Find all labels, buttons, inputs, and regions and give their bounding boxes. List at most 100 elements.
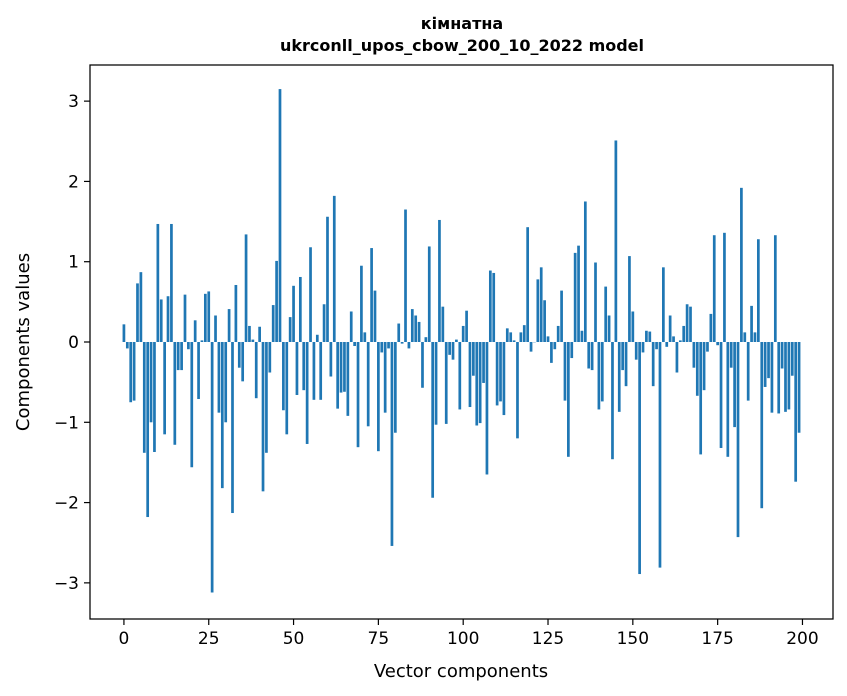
bar-component-158 <box>658 342 662 568</box>
x-tick-label: 25 <box>198 629 220 649</box>
y-axis-label: Components values <box>13 253 34 431</box>
bar-component-152 <box>638 342 641 575</box>
bar-component-114 <box>509 332 513 342</box>
bar-component-2 <box>129 342 133 403</box>
bar-component-15 <box>173 342 177 445</box>
bar-component-8 <box>149 342 153 423</box>
bar-component-60 <box>326 216 329 342</box>
bar-component-78 <box>387 342 390 349</box>
bar-component-195 <box>784 342 787 412</box>
bar-component-159 <box>662 267 665 342</box>
bar-component-185 <box>750 305 753 342</box>
bar-component-162 <box>672 336 675 342</box>
bar-component-25 <box>207 291 211 342</box>
bar-component-111 <box>499 342 502 402</box>
bar-component-7 <box>146 342 150 518</box>
y-tick-label: −2 <box>54 494 79 514</box>
bar-component-99 <box>458 342 462 410</box>
bar-component-59 <box>322 304 326 342</box>
bar-component-123 <box>539 267 543 342</box>
bar-component-66 <box>346 342 350 416</box>
bar-component-100 <box>461 325 465 342</box>
bar-component-98 <box>455 339 458 342</box>
bar-component-80 <box>393 342 397 433</box>
bar-component-44 <box>271 305 275 342</box>
bar-component-108 <box>488 270 492 342</box>
bar-component-23 <box>200 340 204 342</box>
bar-component-14 <box>170 223 173 342</box>
bar-component-47 <box>282 342 285 411</box>
bar-component-120 <box>529 342 533 352</box>
bar-component-53 <box>302 342 306 391</box>
bar-component-151 <box>634 342 638 360</box>
bar-component-49 <box>288 317 292 342</box>
bar-component-18 <box>183 294 187 342</box>
bar-component-143 <box>607 315 611 342</box>
bar-component-37 <box>248 325 251 342</box>
y-tick-label: 2 <box>68 172 79 192</box>
bar-component-128 <box>556 325 560 342</box>
bar-component-163 <box>675 342 679 373</box>
bar-component-84 <box>407 342 411 349</box>
bar-component-89 <box>424 337 428 342</box>
bar-component-146 <box>617 342 621 412</box>
bars-group <box>122 89 801 593</box>
bar-component-12 <box>163 342 166 435</box>
bar-component-178 <box>726 342 730 457</box>
bar-component-76 <box>380 342 384 353</box>
plot-area-frame <box>89 64 834 620</box>
bar-component-192 <box>773 235 777 342</box>
bar-component-144 <box>611 342 614 460</box>
bar-component-68 <box>353 342 356 347</box>
bar-component-133 <box>573 252 577 342</box>
bar-component-4 <box>136 283 139 342</box>
bar-component-174 <box>712 235 716 342</box>
bar-component-102 <box>468 342 472 408</box>
bar-component-129 <box>560 290 563 342</box>
bar-component-127 <box>553 342 557 350</box>
bar-component-117 <box>519 332 523 342</box>
bar-component-103 <box>472 342 475 376</box>
bar-component-67 <box>349 311 353 342</box>
bar-component-182 <box>740 187 743 342</box>
bar-component-73 <box>370 248 373 342</box>
bar-component-157 <box>655 342 658 350</box>
bar-component-104 <box>475 342 479 426</box>
bar-component-183 <box>743 332 747 342</box>
bar-component-109 <box>492 272 496 342</box>
bar-component-142 <box>604 286 608 342</box>
bar-component-61 <box>329 342 333 377</box>
x-axis-label: Vector components <box>374 661 548 682</box>
bar-component-140 <box>597 342 601 410</box>
bar-component-46 <box>278 89 282 342</box>
y-tick-label: 3 <box>68 92 79 112</box>
bar-component-147 <box>621 342 625 371</box>
bar-component-175 <box>716 342 719 346</box>
bar-component-38 <box>251 339 255 342</box>
bar-component-0 <box>122 324 126 342</box>
bar-component-34 <box>237 342 241 368</box>
bar-component-132 <box>570 342 574 359</box>
bar-component-94 <box>441 306 445 342</box>
bar-component-27 <box>214 315 217 342</box>
bar-component-180 <box>733 342 736 428</box>
bar-component-105 <box>478 342 482 424</box>
bar-component-55 <box>309 247 312 342</box>
bar-component-193 <box>777 342 781 414</box>
bar-component-43 <box>268 342 272 373</box>
bar-component-48 <box>285 342 289 435</box>
bar-component-65 <box>343 342 346 392</box>
bar-component-9 <box>153 342 156 452</box>
bar-component-137 <box>587 342 591 369</box>
bar-component-88 <box>421 342 424 388</box>
bar-component-90 <box>427 246 431 342</box>
x-tick-label: 200 <box>786 629 818 649</box>
bar-component-177 <box>723 232 726 342</box>
bar-component-145 <box>614 140 618 342</box>
bar-component-86 <box>414 315 418 342</box>
bar-component-181 <box>736 342 740 538</box>
x-tick-label: 125 <box>532 629 564 649</box>
bar-component-33 <box>234 284 238 342</box>
bar-component-54 <box>305 342 309 444</box>
